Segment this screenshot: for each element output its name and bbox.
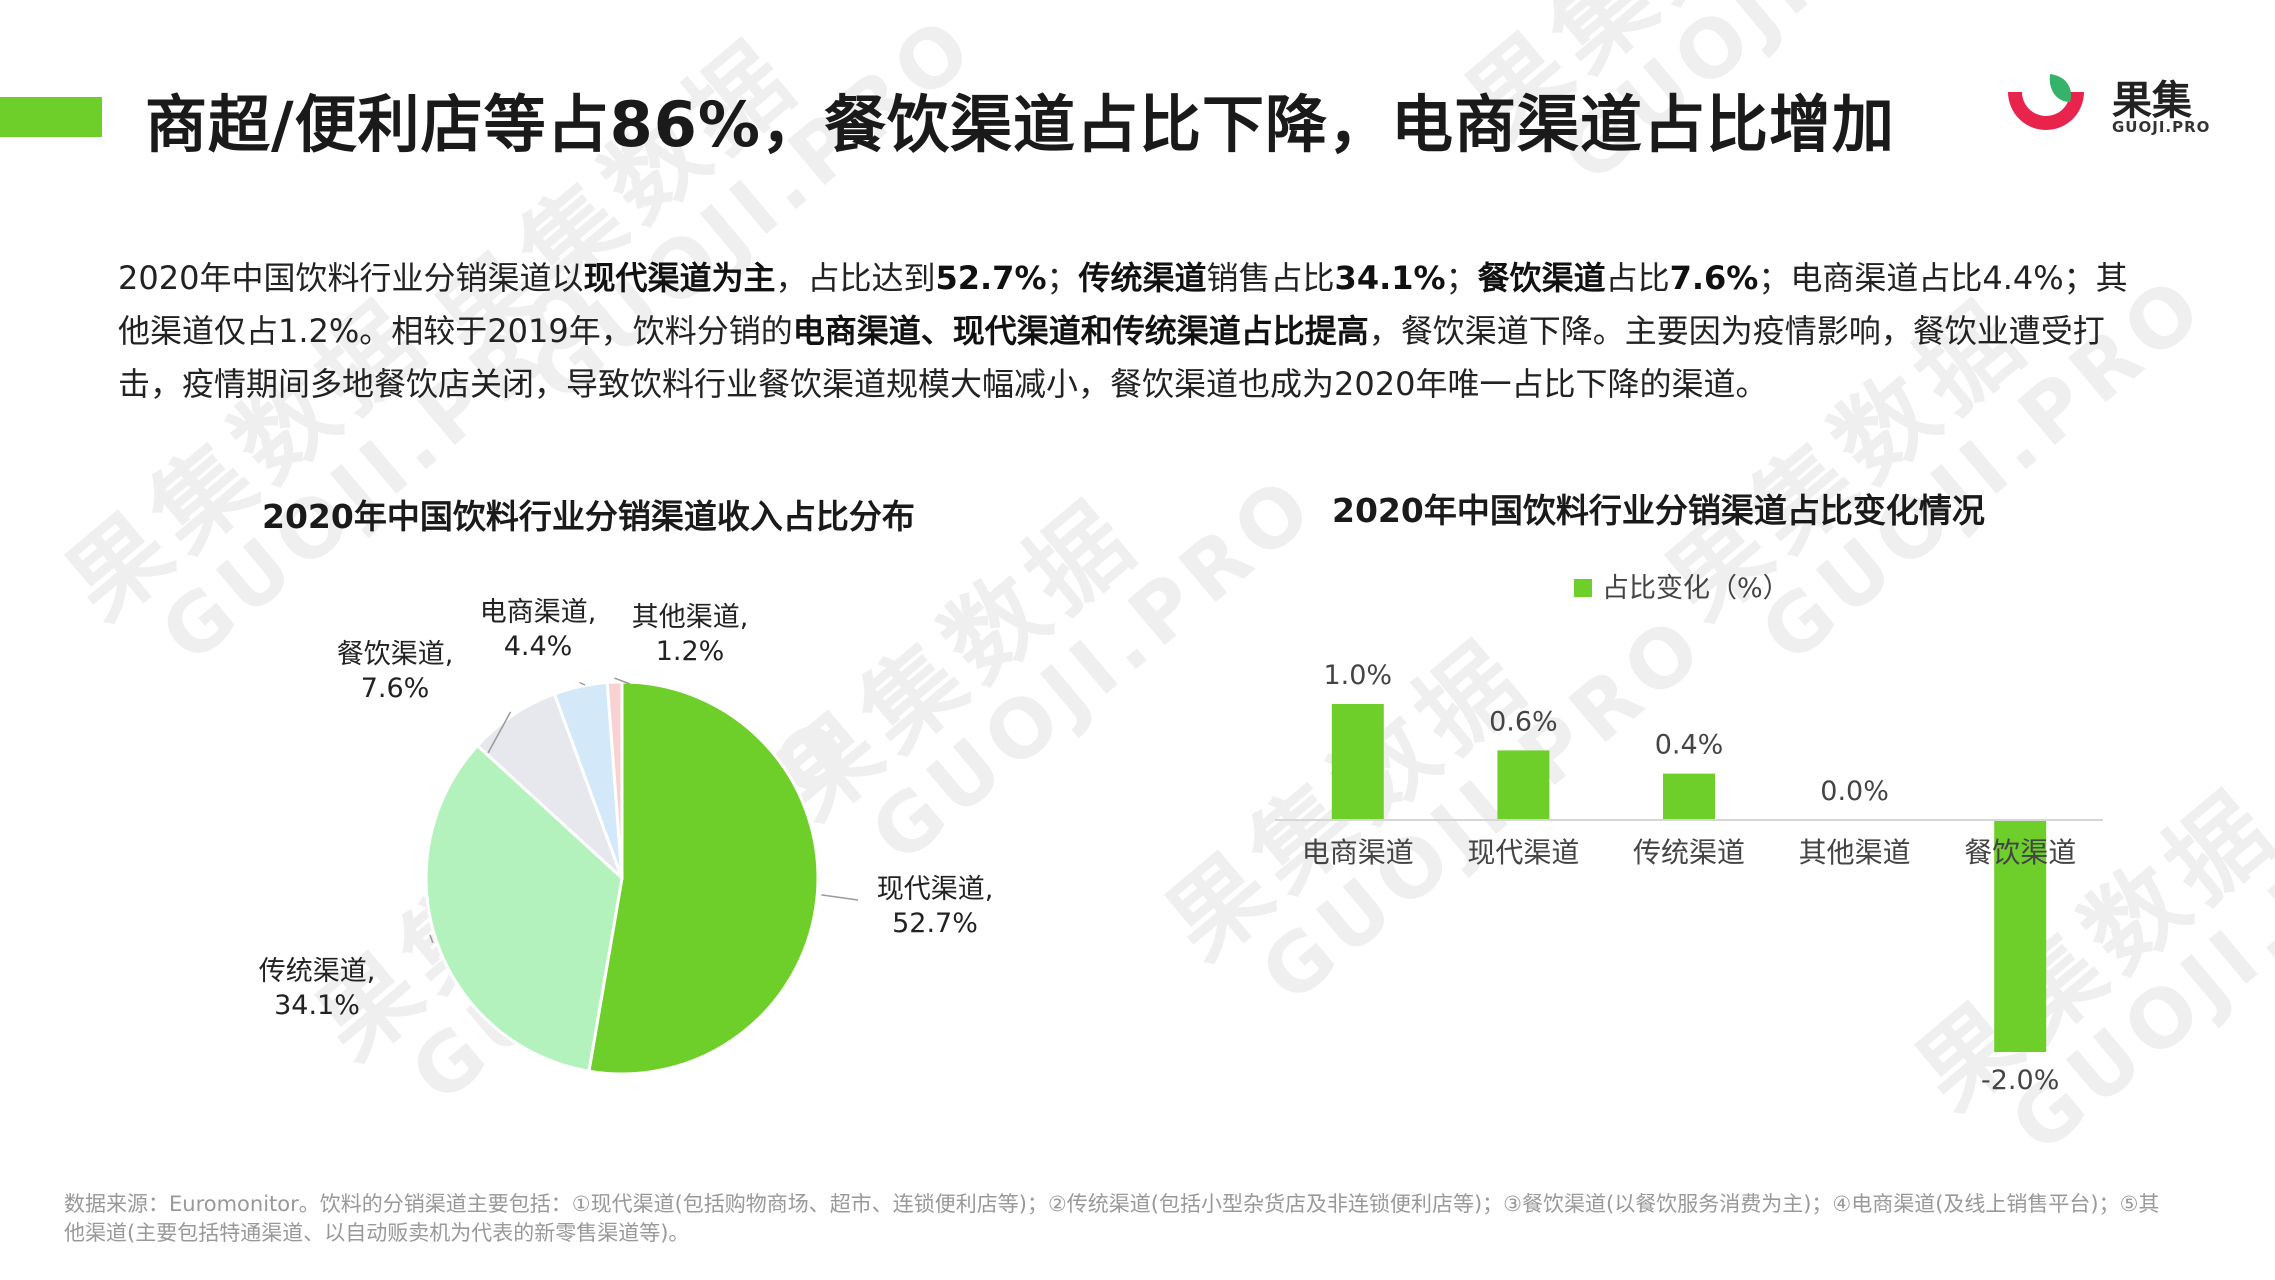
- x-tick-label: 其他渠道: [1799, 836, 1911, 869]
- pie-slice-value: 52.7%: [892, 908, 978, 939]
- pie-slice-value: 4.4%: [504, 631, 573, 662]
- summary-text: ；: [1445, 259, 1478, 297]
- pie-slice-label: 现代渠道,: [877, 874, 994, 905]
- bar: [1663, 773, 1715, 820]
- pie-leader-line: [614, 677, 631, 685]
- pie-slice-value: 7.6%: [361, 673, 430, 704]
- summary-highlight: 餐饮渠道: [1477, 259, 1606, 297]
- bar: [1497, 750, 1550, 820]
- summary-highlight: 52.7%: [935, 259, 1047, 297]
- pie-slice-label: 电商渠道,: [480, 597, 597, 628]
- pie-slice-value: 34.1%: [274, 990, 360, 1021]
- bar: [1994, 820, 2047, 1052]
- pie-slice-label: 传统渠道,: [259, 956, 376, 987]
- bar-value-label: 0.6%: [1489, 706, 1558, 737]
- x-tick-label: 现代渠道: [1467, 836, 1579, 869]
- pie-slice-value: 1.2%: [656, 636, 725, 667]
- summary-text: 销售占比: [1206, 259, 1335, 297]
- bar-chart-title: 2020年中国饮料行业分销渠道占比变化情况: [1332, 491, 1985, 530]
- pie-leader-line: [821, 894, 859, 901]
- summary-highlight: 现代渠道为主: [583, 259, 776, 297]
- bar-value-label: 1.0%: [1323, 660, 1392, 691]
- logo-leaf: [2049, 74, 2072, 102]
- pie-slice-label: 其他渠道,: [632, 602, 749, 633]
- data-source-footnote: 数据来源：Euromonitor。饮料的分销渠道主要包括：①现代渠道(包括购物商…: [64, 1192, 2160, 1245]
- summary-text: 占比: [1605, 259, 1670, 297]
- title-accent-bar: [0, 97, 102, 137]
- pie-slice: [424, 743, 624, 1073]
- guoji-logo-icon: [2008, 74, 2084, 130]
- x-tick-label: 电商渠道: [1302, 836, 1414, 869]
- legend-label: 占比变化（%）: [1602, 573, 1790, 604]
- logo-brand-name: 果集: [2112, 78, 2192, 124]
- summary-highlight: 电商渠道、现代渠道和传统渠道占比提高: [792, 312, 1369, 350]
- pie-slice: [605, 680, 624, 879]
- logo-arc: [2008, 92, 2084, 130]
- pie-leader-line: [487, 711, 512, 754]
- summary-text: 2020年中国饮料行业分销渠道以: [118, 259, 584, 297]
- bar-value-label: -2.0%: [1981, 1065, 2059, 1096]
- summary-text: ，占比达到: [775, 259, 936, 297]
- pie-leader-line: [429, 934, 434, 944]
- summary-text: ，餐饮渠道下降。主要因为疫情影响，餐饮业遭受打击，疫情期间多地餐饮店关闭，导致饮…: [118, 312, 2105, 403]
- logo-brand-domain: GUOJI.PRO: [2112, 118, 2211, 136]
- pie-slice: [587, 680, 820, 1076]
- summary-text: ；: [1046, 259, 1079, 297]
- pie-leader-line: [579, 681, 586, 686]
- x-tick-label: 餐饮渠道: [1964, 836, 2076, 869]
- summary-highlight: 传统渠道: [1078, 259, 1207, 297]
- pie-slice: [475, 692, 624, 880]
- pie-chart: 现代渠道,52.7% 传统渠道,34.1% 餐饮渠道,7.6% 电商渠道,4.4% 其他…: [259, 597, 994, 1076]
- bar-value-label: 0.0%: [1820, 776, 1889, 807]
- summary-highlight: 7.6%: [1669, 259, 1759, 297]
- summary-text: ；电商渠道占比4.4%；其他渠道仅占1.2%。相较于2019年，饮料分销的: [118, 259, 2128, 350]
- pie-chart-title: 2020年中国饮料行业分销渠道收入占比分布: [262, 497, 915, 536]
- bar-chart: 占比变化（%） 1.0% 0.6% 0.4% 0.0% -2.0% 电商渠道 现代渠道 传统渠道…: [1275, 573, 2103, 1096]
- bar-value-label: 0.4%: [1655, 730, 1724, 761]
- summary-highlight: 34.1%: [1334, 259, 1446, 297]
- bar: [1331, 704, 1384, 820]
- legend-swatch: [1574, 579, 1592, 597]
- page-title: 商超/便利店等占86%，餐饮渠道占比下降，电商渠道占比增加: [145, 88, 1896, 161]
- summary-paragraph: 2020年中国饮料行业分销渠道以现代渠道为主，占比达到52.7%；传统渠道销售占…: [118, 252, 2158, 411]
- pie-slice-label: 餐饮渠道,: [337, 639, 454, 670]
- x-tick-label: 传统渠道: [1633, 836, 1745, 869]
